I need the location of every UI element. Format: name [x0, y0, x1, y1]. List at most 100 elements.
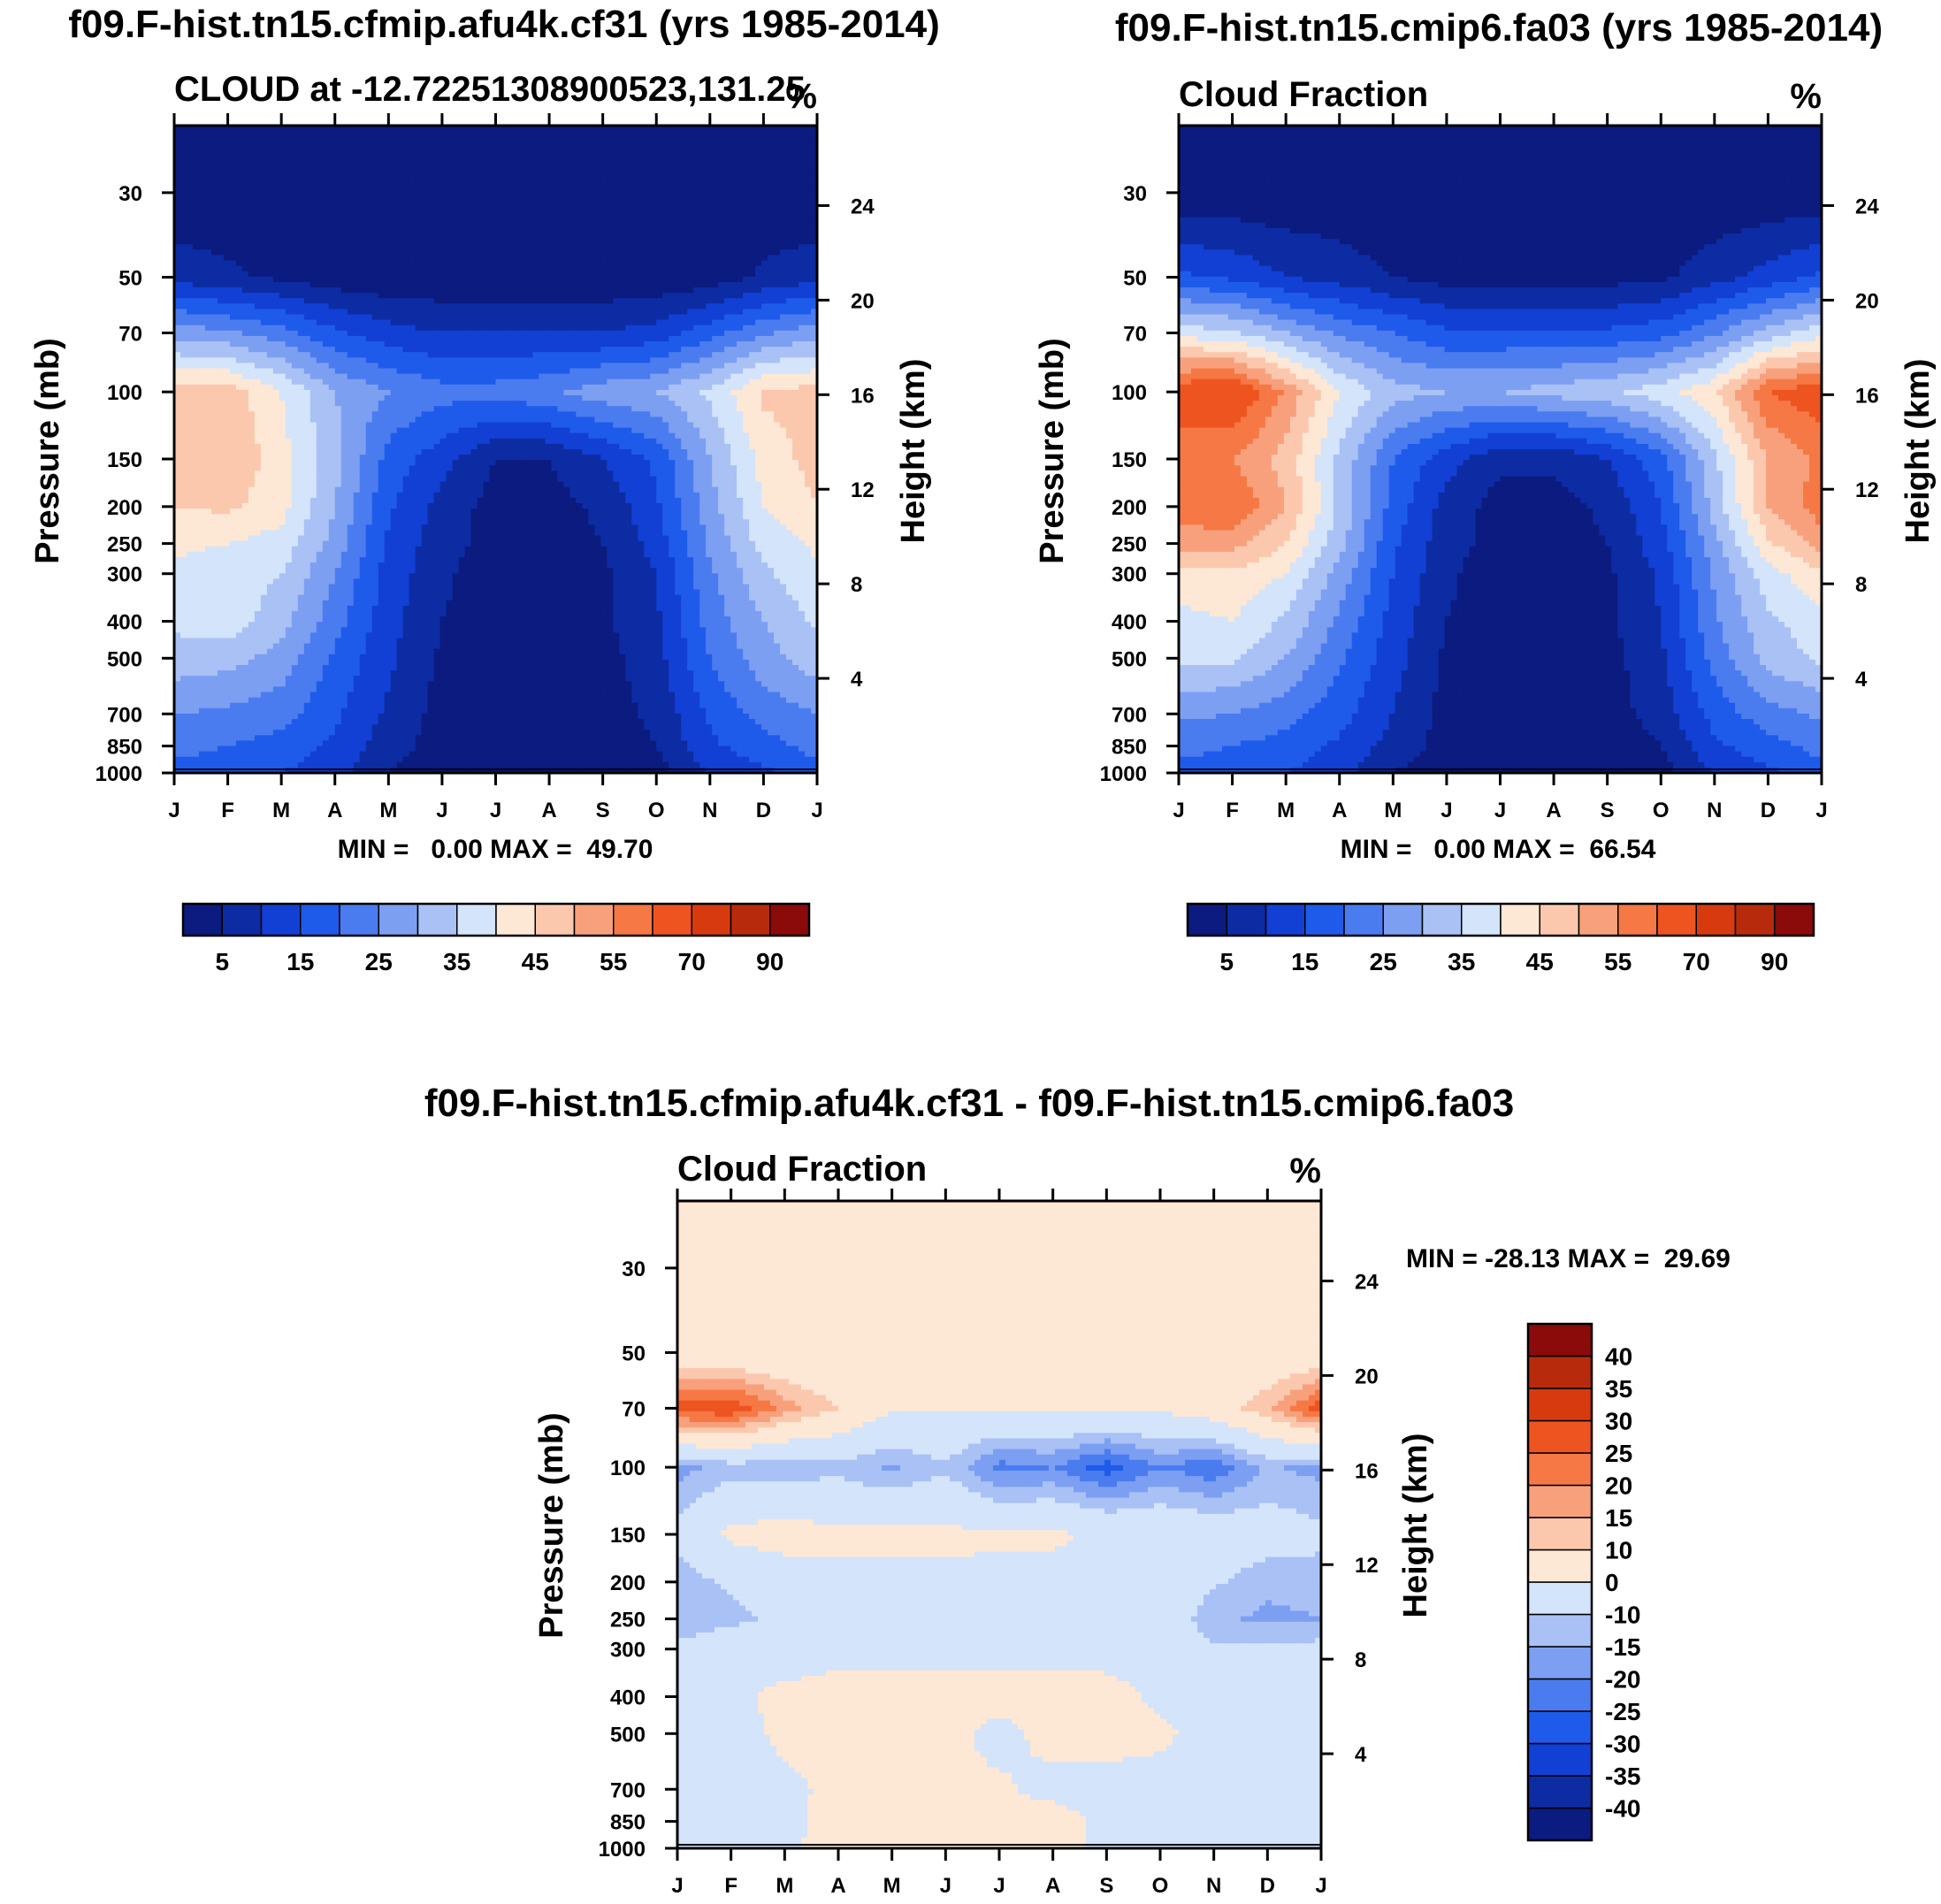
panel_a-contour-cell [569, 141, 577, 148]
panel_a-contour-cell [730, 239, 737, 245]
panel_a-contour-cell [749, 368, 756, 375]
panel_a-contour-cell [730, 347, 737, 353]
panel_a-contour-cell [248, 276, 256, 283]
panel_a-contour-cell [248, 206, 256, 213]
panel_a-contour-cell [749, 163, 756, 170]
panel_a-contour-cell [805, 141, 812, 148]
panel_a-contour-cell [439, 211, 447, 218]
panel_a-contour-cell [811, 195, 818, 202]
panel_a-contour-cell [254, 260, 262, 267]
panel_a-contour-cell [180, 298, 187, 304]
panel_a-contour-cell [192, 227, 200, 234]
panel_a-contour-cell [458, 335, 466, 342]
panel_a-contour-cell [353, 126, 361, 132]
panel_a-contour-cell [254, 244, 262, 250]
panel_a-contour-cell [396, 335, 404, 342]
panel_a-contour-cell [662, 260, 669, 267]
panel_a-contour-cell [415, 227, 423, 234]
panel_a-contour-cell [669, 341, 676, 348]
panel_a-contour-cell [384, 335, 392, 342]
panel_a-contour-cell [365, 131, 373, 137]
panel_a-contour-cell [557, 303, 564, 310]
panel_a-contour-cell [805, 206, 812, 213]
panel_a-contour-cell [520, 206, 528, 213]
panel_a-contour-cell [378, 319, 386, 326]
panel_a-contour-cell [619, 352, 626, 358]
panel_a-contour-cell [322, 195, 330, 202]
panel_a-contour-cell [489, 341, 497, 348]
panel_a-contour-cell [545, 363, 553, 370]
panel_a-contour-cell [254, 168, 262, 175]
panel_a-contour-cell [743, 265, 750, 272]
panel_a-contour-cell [743, 163, 750, 170]
panel_a-contour-cell [737, 347, 744, 353]
panel_a-contour-cell [799, 357, 806, 363]
panel_a-contour-cell [217, 217, 225, 224]
panel_a-contour-cell [452, 319, 460, 326]
panel_a-contour-cell [662, 357, 669, 363]
panel_a-contour-cell [421, 347, 429, 353]
panel_a-contour-cell [347, 260, 355, 267]
panel_a-contour-cell [638, 136, 645, 142]
panel_a-contour-cell [340, 185, 348, 191]
panel_a-contour-cell [495, 195, 503, 202]
panel_a-contour-cell [662, 152, 669, 159]
panel_a-contour-cell [724, 227, 731, 234]
panel_a-contour-cell [470, 319, 478, 326]
panel_a-contour-cell [737, 341, 744, 348]
panel_a-contour-cell [799, 217, 806, 224]
panel_a-contour-cell [737, 190, 744, 196]
panel_a-contour-cell [563, 335, 570, 342]
panel_a-contour-cell [204, 185, 212, 191]
panel_a-contour-cell [594, 163, 601, 170]
panel_a-contour-cell [811, 319, 818, 326]
panel_a-contour-cell [718, 314, 725, 321]
panel_a-contour-cell [730, 271, 737, 278]
panel_a-contour-cell [613, 206, 620, 213]
panel_a-contour-cell [322, 147, 330, 154]
panel_a-contour-cell [644, 211, 651, 218]
panel_a-contour-cell [576, 168, 583, 175]
panel_a-contour-cell [755, 325, 762, 332]
panel_a-contour-cell [297, 190, 305, 196]
panel_a-contour-cell [415, 136, 423, 142]
panel_a-contour-cell [613, 255, 620, 262]
panel_a-contour-cell [743, 347, 750, 353]
panel_a-contour-cell [774, 287, 781, 294]
panel_a-contour-cell [569, 335, 577, 342]
panel_a-contour-cell [334, 163, 342, 170]
panel_a-contour-cell [204, 271, 212, 278]
panel_a-contour-cell [390, 368, 398, 375]
panel_a-contour-cell [334, 239, 342, 245]
panel_a-contour-cell [786, 152, 793, 159]
panel_a-contour-cell [588, 195, 595, 202]
panel_a-contour-cell [390, 185, 398, 191]
panel_a-contour-cell [217, 233, 225, 240]
panel_a-contour-cell [309, 265, 317, 272]
panel_a-contour-cell [340, 352, 348, 358]
panel_a-contour-cell [699, 293, 707, 299]
panel_a-contour-cell [353, 195, 361, 202]
panel_a-contour-cell [557, 314, 564, 321]
panel_a-contour-cell [706, 163, 713, 170]
panel_a-contour-cell [446, 126, 454, 132]
panel_a-contour-cell [576, 314, 583, 321]
panel_a-contour-cell [180, 341, 187, 348]
panel_a-contour-cell [607, 265, 614, 272]
panel_a-contour-cell [390, 373, 398, 380]
panel_a-contour-cell [378, 379, 386, 386]
panel_a-contour-cell [718, 244, 725, 250]
panel_a-contour-cell [675, 222, 682, 229]
panel_a-contour-cell [396, 260, 404, 267]
panel_a-contour-cell [260, 157, 268, 164]
panel_a-contour-cell [656, 152, 663, 159]
panel_a-contour-cell [192, 325, 200, 332]
panel_a-contour-cell [223, 173, 231, 180]
panel_a-contour-cell [545, 217, 553, 224]
panel_a-contour-cell [483, 335, 491, 342]
panel_a-contour-cell [427, 163, 435, 170]
panel_a-contour-cell [266, 368, 274, 375]
panel_a-contour-cell [551, 206, 558, 213]
panel_a-contour-cell [235, 271, 243, 278]
panel_a-contour-cell [347, 233, 355, 240]
